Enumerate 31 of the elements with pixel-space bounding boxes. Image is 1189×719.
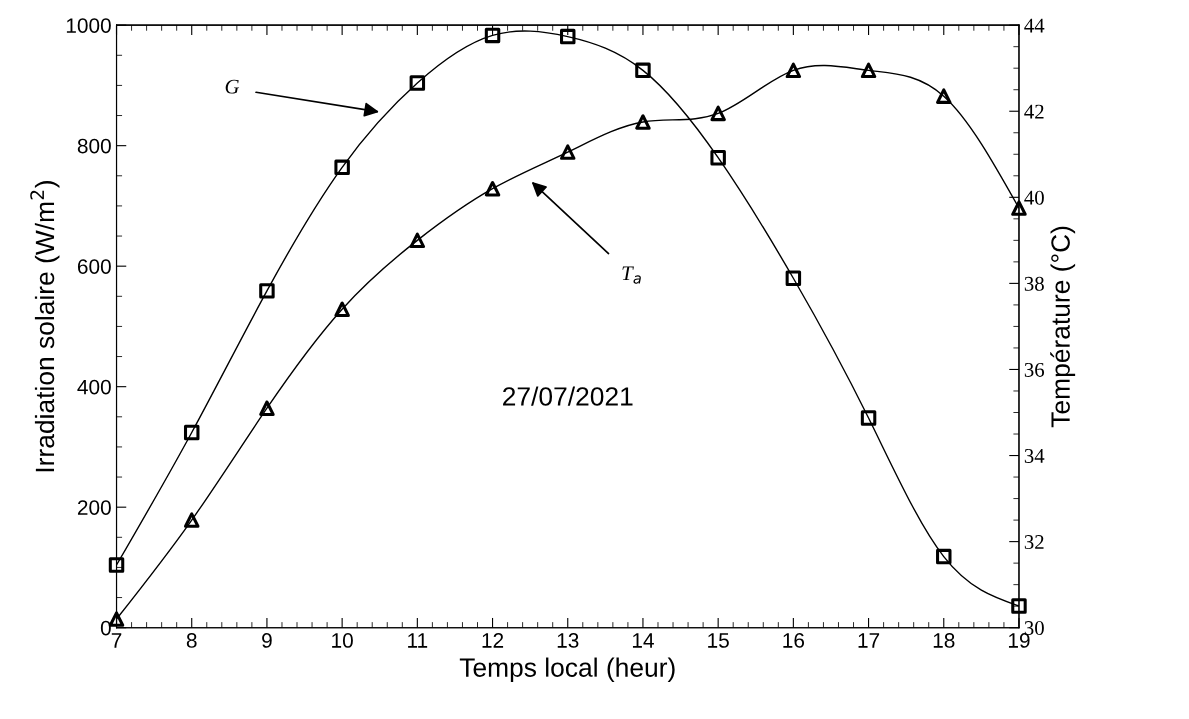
annotation: G bbox=[225, 79, 240, 94]
y2-tick-label: 38 bbox=[1024, 276, 1044, 291]
x-tick-label: 18 bbox=[933, 633, 955, 648]
y-tick-label: 200 bbox=[77, 500, 111, 515]
x-tick-label: 13 bbox=[557, 633, 579, 648]
x-tick-label: 15 bbox=[708, 633, 729, 648]
x-tick-label: 7 bbox=[111, 633, 122, 648]
y-tick-label: 600 bbox=[77, 259, 111, 274]
y2-axis-title: Température (°C) bbox=[1050, 226, 1076, 428]
annotation: T$_{a}$ bbox=[622, 266, 641, 284]
x-tick-label: 9 bbox=[262, 633, 272, 648]
x-axis-title: Temps local (heur) bbox=[459, 657, 675, 683]
y2-tick-label: 34 bbox=[1024, 448, 1045, 463]
x-tick-label: 8 bbox=[186, 633, 197, 648]
x-tick-label: 14 bbox=[632, 633, 654, 648]
y2-tick-label: 36 bbox=[1024, 362, 1045, 377]
x-tick-label: 11 bbox=[408, 633, 428, 648]
x-tick-label: 16 bbox=[783, 633, 805, 648]
y2-tick-label: 44 bbox=[1024, 18, 1045, 33]
y-tick-label: 800 bbox=[77, 138, 111, 154]
y-tick-label: 1000 bbox=[66, 18, 111, 33]
annotation: 27/07/2021 bbox=[503, 386, 633, 406]
y-tick-label: 400 bbox=[77, 379, 111, 395]
y2-tick-label: 42 bbox=[1024, 104, 1044, 119]
y-axis-title: Irradiation solaire (W/m$^{2}$) bbox=[30, 181, 60, 472]
x-tick-label: 12 bbox=[482, 633, 504, 648]
x-tick-label: 10 bbox=[332, 633, 353, 648]
x-tick-label: 17 bbox=[858, 633, 880, 648]
y2-tick-label: 32 bbox=[1024, 535, 1044, 550]
y2-tick-label: 40 bbox=[1024, 190, 1044, 205]
y-tick-label: 0 bbox=[100, 620, 111, 636]
